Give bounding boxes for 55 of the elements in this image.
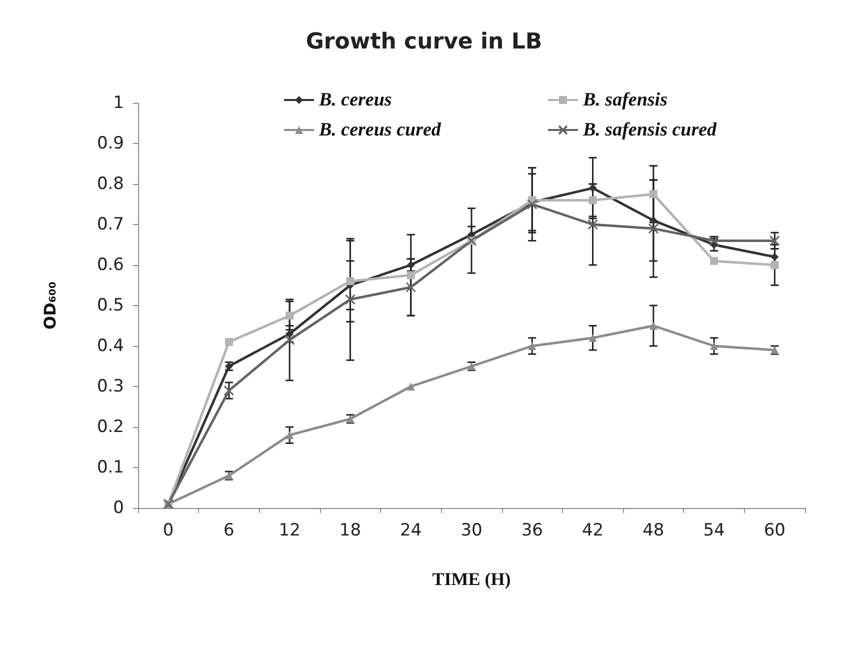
chart-title: Growth curve in LB: [306, 30, 542, 54]
x-tick-label: 48: [642, 520, 664, 540]
point: [286, 431, 294, 440]
point: [224, 385, 234, 396]
x-tick-label: 54: [703, 520, 725, 540]
point: [649, 216, 658, 224]
point: [710, 256, 718, 265]
y-tick-label: 0.7: [96, 214, 124, 234]
point: [406, 261, 415, 269]
y-tick-label: 0.2: [96, 417, 124, 437]
y-tick-label: 0.5: [96, 296, 124, 316]
point: [286, 312, 294, 320]
point: [649, 322, 658, 330]
x-tick-label: 18: [339, 520, 362, 540]
point: [406, 282, 416, 293]
x-tick-label: 36: [521, 520, 543, 540]
x-tick-label: 24: [400, 520, 422, 540]
point: [406, 271, 415, 280]
point: [528, 342, 536, 350]
y-tick-label: 0.9: [96, 134, 124, 154]
y-tick-label: 1: [113, 93, 124, 113]
y-tick-label: 0: [113, 498, 124, 518]
point: [710, 342, 718, 350]
point: [588, 196, 597, 204]
point: [770, 252, 779, 261]
y-axis-title: OD₆₀₀: [40, 282, 60, 330]
y-tick-label: 0.6: [96, 255, 124, 275]
point: [769, 235, 780, 246]
point: [648, 223, 659, 234]
x-axis-title: TIME (H): [432, 569, 511, 589]
x-tick-label: 12: [278, 520, 300, 540]
y-tick-label: 0.4: [96, 336, 124, 356]
point: [588, 184, 597, 192]
point: [344, 294, 356, 305]
point: [649, 190, 658, 198]
point: [406, 382, 415, 390]
x-tick-label: 42: [582, 520, 604, 540]
legend-label: B. cereus: [318, 90, 392, 110]
point: [588, 334, 597, 342]
x-tick-label: 6: [224, 520, 234, 540]
legend-label: B. safensis: [582, 90, 668, 110]
legend-label: B. safensis cured: [582, 120, 718, 140]
point: [770, 261, 779, 269]
point: [346, 277, 354, 286]
x-tick-label: 30: [460, 520, 482, 540]
point: [286, 330, 294, 338]
point: [224, 338, 233, 346]
x-tick-label: 0: [162, 520, 174, 540]
x-tick-label: 60: [764, 520, 786, 540]
point: [588, 219, 598, 230]
y-tick-label: 0.1: [96, 458, 124, 478]
point: [526, 199, 538, 210]
legend-label: B. cereus cured: [318, 120, 442, 140]
y-tick-label: 0.3: [96, 376, 124, 396]
y-tick-label: 0.8: [96, 174, 124, 194]
